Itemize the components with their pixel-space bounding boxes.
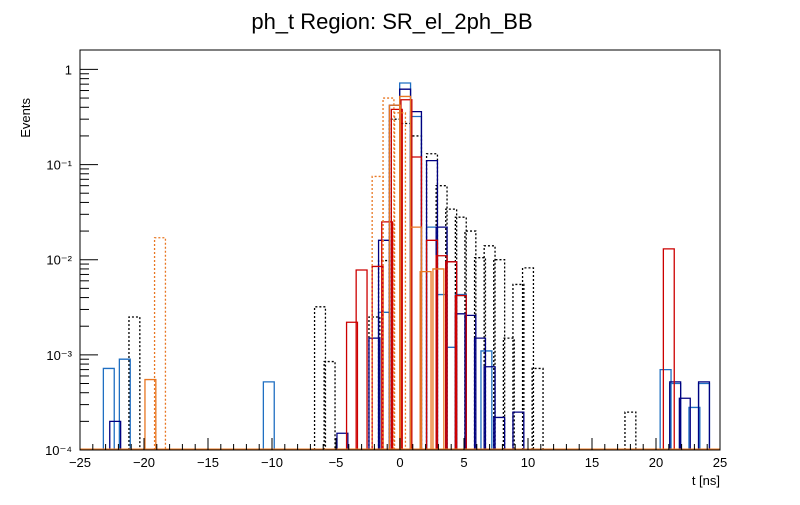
histogram-bin	[425, 239, 439, 450]
histogram-bin	[678, 397, 691, 450]
histogram-bin	[662, 248, 675, 450]
y-tick-label: 10⁻³	[46, 348, 72, 363]
histogram-bin	[371, 265, 384, 450]
histogram-bin	[483, 245, 496, 450]
histogram-bin	[381, 221, 394, 450]
histogram-bin	[262, 381, 275, 450]
x-axis-label: t [ns]	[692, 473, 720, 488]
histogram-bin	[153, 237, 167, 450]
histogram-bin	[355, 269, 368, 450]
histogram-bin	[382, 97, 395, 450]
y-tick-label: 10⁻⁴	[45, 443, 72, 458]
histogram-bin	[409, 226, 423, 450]
histogram-bin	[512, 411, 525, 450]
x-tick-label: −10	[261, 455, 283, 470]
x-tick-label: −5	[329, 455, 344, 470]
x-tick-label: 20	[649, 455, 663, 470]
axes-layer: −25 −20 −15 −10 −5 0 5 10 15 20 25 10⁻⁴ 10⁻³ 10⁻² 10⁻¹…	[45, 49, 727, 470]
x-tick-label: −15	[197, 455, 219, 470]
y-tick-label: 10⁻¹	[46, 158, 72, 173]
histogram-bin	[323, 360, 336, 450]
histogram-bin	[531, 367, 544, 450]
histogram-bin	[464, 314, 477, 450]
x-tick-label: −25	[69, 455, 91, 470]
histogram-bin	[697, 381, 711, 450]
y-tick-label: 10⁻²	[46, 253, 72, 268]
histogram-bin	[144, 378, 157, 450]
histogram-bin	[669, 381, 682, 450]
histogram-bin	[480, 350, 493, 450]
histogram-bin	[521, 267, 535, 450]
histogram-bin	[313, 306, 327, 450]
x-tick-label: 0	[396, 455, 403, 470]
x-tick-label: 10	[521, 455, 535, 470]
histogram-bin	[454, 294, 467, 450]
histogram-bin	[493, 416, 506, 450]
chart-title: ph_t Region: SR_el_2ph_BB	[251, 9, 532, 34]
histogram-bin	[435, 255, 448, 450]
histogram-bin	[336, 432, 349, 450]
histogram-bin	[473, 337, 487, 450]
y-axis-label: Events	[18, 98, 33, 138]
histogram-bin	[493, 259, 506, 450]
histogram-bin	[483, 366, 496, 450]
histogram-bin	[502, 337, 515, 450]
histogram-bin	[102, 367, 115, 450]
x-tick-label: 15	[585, 455, 599, 470]
histogram-bin	[368, 337, 381, 450]
y-tick-label: 1	[65, 62, 72, 77]
histogram-bin	[419, 270, 432, 450]
histogram-bin	[445, 261, 458, 450]
histogram-bin	[118, 358, 131, 450]
histogram-bin	[432, 268, 445, 450]
histogram-bin	[688, 406, 701, 450]
x-tick-label: 25	[713, 455, 727, 470]
histogram-bin	[390, 108, 403, 450]
histogram-bin	[345, 321, 359, 450]
histogram-bin	[659, 368, 672, 450]
histogram-bin	[109, 420, 122, 450]
x-tick-label: −20	[133, 455, 155, 470]
x-tick-label: 5	[460, 455, 467, 470]
histogram-bin	[393, 112, 407, 450]
